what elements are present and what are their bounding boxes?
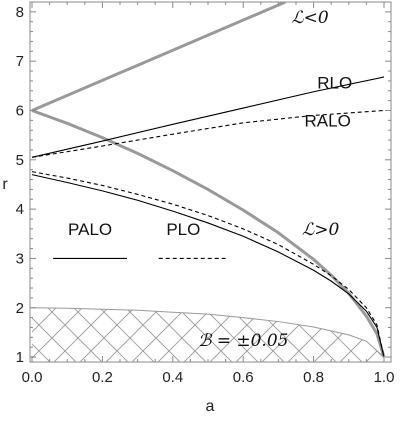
y-tick-label: 7 [16, 53, 24, 70]
x-tick-label: 0.2 [92, 369, 113, 386]
annotation-rlo: RLO [317, 73, 352, 92]
x-tick-label: 0.8 [303, 369, 324, 386]
x-tick-label: 1.0 [374, 369, 395, 386]
series-line-plo [31, 171, 385, 358]
series-line-palo [31, 174, 385, 358]
y-tick-label: 1 [16, 349, 24, 366]
y-tick-label: 4 [16, 201, 24, 218]
y-tick-label: 8 [16, 4, 24, 21]
x-axis-label: a [206, 398, 215, 415]
y-axis-label: r [2, 176, 8, 193]
annotation-palo: PALO [68, 220, 112, 239]
annotation-l-gt-0: ℒ>0 [302, 220, 339, 240]
y-tick-label: 3 [16, 250, 24, 267]
x-tick-label: 0.6 [233, 369, 254, 386]
x-tick-label: 0.4 [162, 369, 183, 386]
annotation-l-lt-0: ℒ<0 [291, 8, 328, 28]
series-line-l-lt-0 [31, 2, 287, 112]
x-tick-label: 0.0 [22, 369, 43, 386]
annotation-plo: PLO [166, 220, 200, 239]
series-line-ralo [31, 109, 385, 158]
y-tick-label: 2 [16, 300, 24, 317]
hatched-region-boundary [31, 307, 385, 358]
hatched-region [32, 307, 384, 362]
series-line-rlo [31, 76, 385, 158]
y-tick-label: 6 [16, 102, 24, 119]
annotation-b-0-05: ℬ = ±0.05 [198, 331, 289, 351]
series-line-l-gt-0 [31, 109, 386, 358]
plot-frame [29, 1, 392, 363]
annotation-ralo: RALO [305, 111, 351, 130]
y-tick-label: 5 [16, 152, 24, 169]
